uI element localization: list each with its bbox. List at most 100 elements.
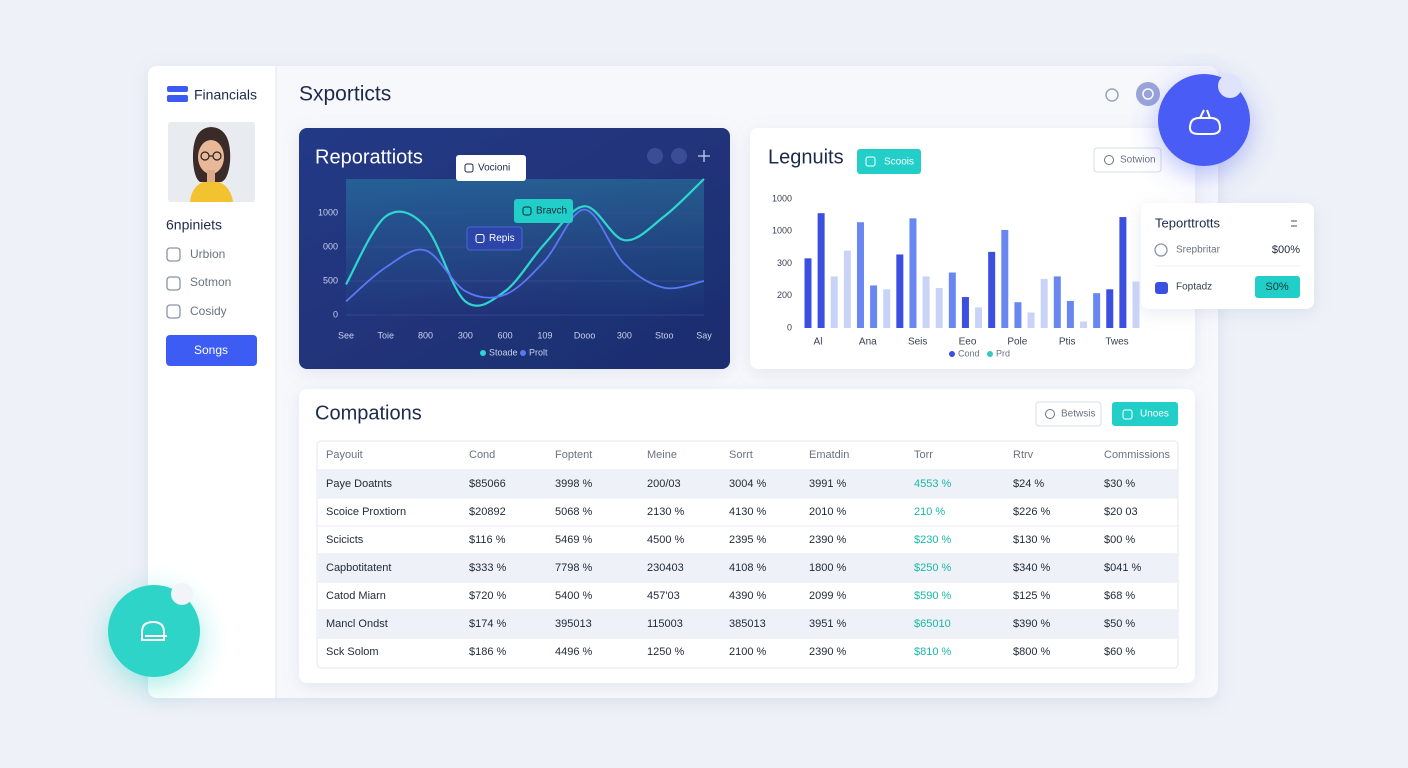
- cell: Sck Solom: [326, 646, 379, 658]
- card-button[interactable]: [1093, 147, 1162, 173]
- card-icons: [647, 148, 710, 164]
- cell: 457'03: [647, 590, 680, 602]
- page-title: Sxporticts: [299, 83, 391, 106]
- bar: [843, 250, 851, 328]
- cell: 115003: [647, 618, 683, 630]
- cell: $590 %: [914, 590, 952, 602]
- y-axis-label: 000: [323, 241, 338, 251]
- content: Financials 6npiniets Urbion Sotmon Cosidy Son…: [166, 83, 1300, 425]
- y-axis-label: 0: [333, 309, 338, 319]
- cell: 3004 %: [729, 478, 767, 490]
- chart-title: Legnuits: [768, 146, 844, 168]
- cell: 4496 %: [555, 646, 593, 658]
- x-axis-label: Toie: [378, 330, 395, 340]
- cell: 2390 %: [809, 646, 847, 658]
- table-button[interactable]: [1112, 402, 1178, 426]
- avatar: [168, 122, 255, 202]
- bar: [988, 251, 996, 328]
- x-axis-label: Seis: [908, 337, 927, 348]
- cell: $226 %: [1013, 506, 1051, 518]
- cell: $230 %: [914, 534, 952, 546]
- column-header: Payouit: [326, 449, 363, 461]
- row-stripe: [318, 470, 1177, 498]
- badge-label: Scoois: [884, 157, 914, 168]
- cell: $125 %: [1013, 590, 1051, 602]
- menu-item: Cosidy: [190, 304, 227, 318]
- side-icon: [1155, 282, 1168, 294]
- cell: $50 %: [1104, 618, 1135, 630]
- cell: 230403: [647, 562, 684, 574]
- x-axis-label: 600: [498, 330, 513, 340]
- button-icon: [1122, 409, 1133, 420]
- row-stripe: [318, 554, 1177, 582]
- cell: $24 %: [1013, 478, 1044, 490]
- y-axis-label: 1000: [772, 226, 792, 236]
- fab-teal[interactable]: [108, 583, 200, 677]
- bar: [817, 213, 825, 328]
- table-body: Payouit Cond Foptent Meine Sorrt Ematdin Torr R…: [317, 449, 1178, 658]
- cell: $65010: [914, 618, 951, 630]
- cell: $174 %: [469, 618, 507, 630]
- side-pill: [1255, 276, 1300, 298]
- x-axis-label: Ptis: [1059, 337, 1076, 348]
- x-axis-label: 109: [537, 330, 552, 340]
- pill-label: S0%: [1265, 281, 1288, 293]
- row-label: Foptadz: [1176, 282, 1212, 293]
- cell: 2390 %: [809, 534, 847, 546]
- button-label: Songs: [194, 343, 228, 357]
- cell: 4108 %: [729, 562, 767, 574]
- fab-blue[interactable]: [1158, 74, 1250, 166]
- brand: Financials: [194, 87, 257, 103]
- bar: [1014, 302, 1022, 328]
- cell: 200/03: [647, 478, 681, 490]
- cell: 4390 %: [729, 590, 767, 602]
- sidebar: [148, 66, 276, 698]
- bar: [1001, 229, 1009, 328]
- tooltip-icon: [464, 163, 474, 173]
- cell: $186 %: [469, 646, 507, 658]
- column-header: Torr: [914, 449, 933, 461]
- cell: 5469 %: [555, 534, 593, 546]
- cell: 2100 %: [729, 646, 767, 658]
- bar: [896, 254, 904, 328]
- card-icon: [1291, 220, 1297, 227]
- cell: 2130 %: [647, 506, 685, 518]
- legend-dot: [520, 350, 526, 356]
- bar: [1027, 312, 1035, 328]
- cell: $60 %: [1104, 646, 1135, 658]
- bar: [909, 218, 917, 328]
- cell: $20 03: [1104, 506, 1138, 518]
- sidebar-button[interactable]: [166, 335, 257, 366]
- row-value: $00%: [1272, 244, 1300, 256]
- tooltip-icon: [522, 206, 532, 216]
- bar: [961, 297, 969, 328]
- cell: $00 %: [1104, 534, 1135, 546]
- bar: [1053, 276, 1061, 328]
- tooltip-label: Repis: [489, 233, 515, 244]
- column-header: Foptent: [555, 449, 592, 461]
- column-header: Meine: [647, 449, 677, 461]
- cell: $20892: [469, 506, 506, 518]
- tooltip-icon: [475, 234, 485, 243]
- column-header: Ematdin: [809, 449, 849, 461]
- y-axis-label: 0: [787, 322, 792, 332]
- cell: Scoice Proxtiorn: [326, 506, 406, 518]
- button-label: Unoes: [1140, 409, 1169, 420]
- cell: 5400 %: [555, 590, 593, 602]
- cell: $116 %: [469, 534, 506, 546]
- menu-icons: [166, 247, 181, 319]
- bar: [856, 222, 864, 328]
- tooltip: [456, 155, 526, 181]
- cell: 2099 %: [809, 590, 847, 602]
- badge-icon: [865, 156, 876, 167]
- bar: [935, 288, 943, 328]
- cell: $390 %: [1013, 618, 1051, 630]
- legend-dot: [480, 350, 486, 356]
- table-button[interactable]: [1035, 401, 1102, 427]
- legend-label: Cond: [958, 348, 980, 358]
- legend-label: Prolt: [529, 347, 548, 357]
- tooltip-label: Vocioni: [478, 163, 510, 174]
- cell: Mancl Ondst: [326, 618, 388, 630]
- x-axis-label: Eeo: [959, 337, 977, 348]
